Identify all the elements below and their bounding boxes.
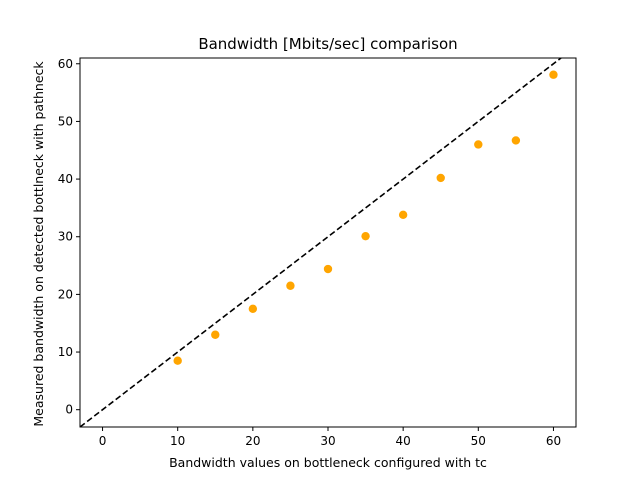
x-tick-label: 60 bbox=[546, 434, 561, 448]
x-tick-label: 30 bbox=[320, 434, 335, 448]
plot-frame bbox=[79, 57, 577, 428]
y-tick-label: 20 bbox=[58, 287, 73, 301]
data-point bbox=[549, 70, 558, 79]
data-point bbox=[511, 136, 521, 145]
y-tick-label: 10 bbox=[58, 345, 73, 359]
data-point bbox=[323, 264, 333, 274]
x-tick-label: 0 bbox=[99, 434, 107, 448]
reference-diagonal-line bbox=[80, 58, 563, 427]
y-tick-label: 40 bbox=[58, 172, 73, 186]
chart-title: Bandwidth [Mbits/sec] comparison bbox=[198, 35, 457, 53]
plot-marks: 0 10 20 30 40 50 60 0 10 20 30 40 50 60 bbox=[58, 57, 577, 448]
y-axis-label: Measured bandwidth on detected bottlneck… bbox=[31, 61, 46, 427]
y-tick-label: 50 bbox=[58, 114, 73, 128]
y-tick-label: 60 bbox=[58, 57, 73, 71]
data-point bbox=[436, 173, 445, 183]
x-tick-label: 50 bbox=[471, 434, 486, 448]
x-tick-label: 10 bbox=[170, 434, 185, 448]
y-tick-label: 0 bbox=[65, 403, 73, 417]
data-point bbox=[474, 140, 483, 149]
data-point bbox=[248, 304, 258, 314]
data-point bbox=[286, 281, 295, 290]
y-tick-label: 30 bbox=[58, 230, 73, 244]
x-tick-label: 40 bbox=[396, 434, 411, 448]
data-point bbox=[361, 231, 370, 241]
data-point bbox=[211, 330, 220, 339]
data-point bbox=[173, 356, 182, 365]
x-tick-label: 20 bbox=[245, 434, 260, 448]
data-point bbox=[398, 210, 408, 220]
x-axis-label: Bandwidth values on bottleneck configure… bbox=[169, 455, 487, 470]
